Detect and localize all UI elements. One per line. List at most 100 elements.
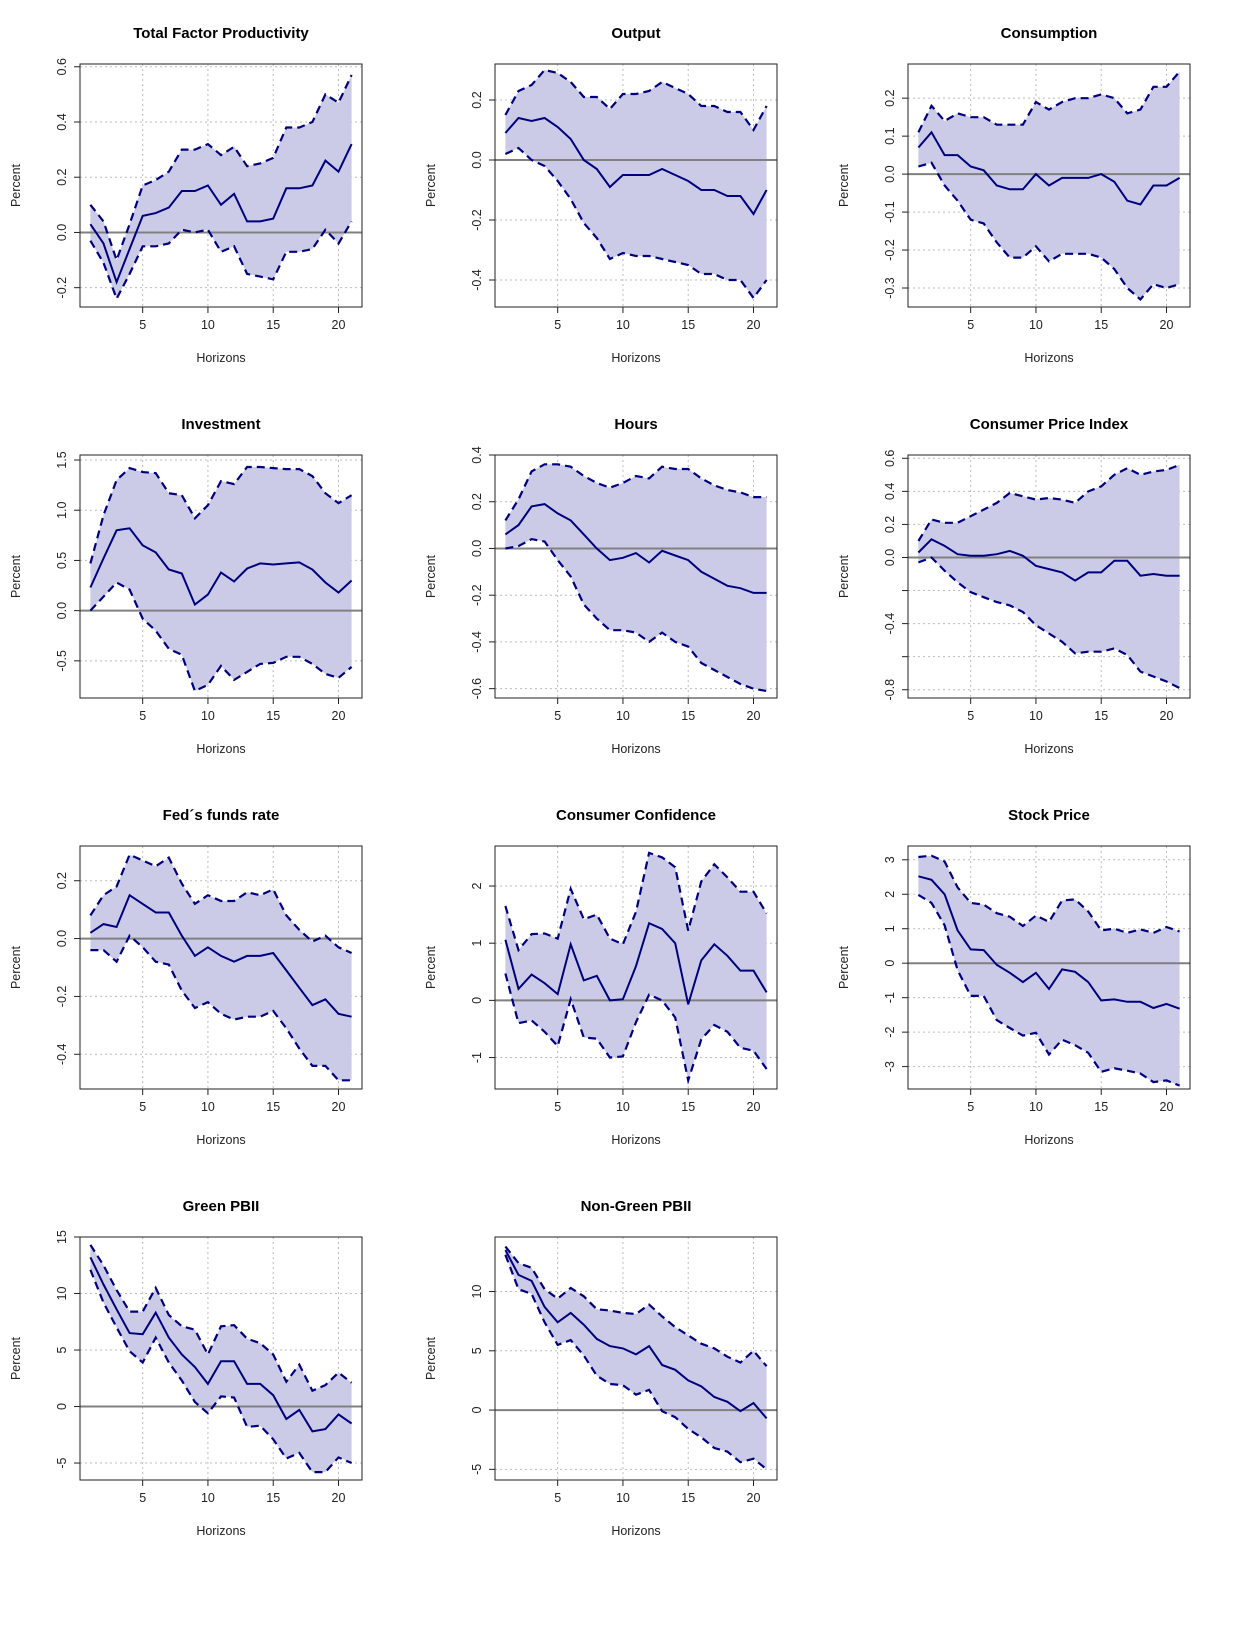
confidence-band [90, 854, 352, 1081]
y-axis-label: Percent [424, 163, 438, 207]
panel-title: Total Factor Productivity [133, 25, 309, 42]
y-tick-label: -0.8 [883, 679, 897, 701]
x-tick-label: 15 [681, 1491, 695, 1505]
x-tick-label: 10 [201, 1100, 215, 1114]
lower-bound-line [505, 537, 767, 693]
x-tick-label: 20 [747, 318, 761, 332]
y-tick-label: 0.4 [470, 446, 484, 463]
y-tick-label: -0.4 [883, 613, 897, 635]
chart-panel: Non-Green PBII 5 10 15 20 -5 0 5 10 Horizons Perce… [424, 1198, 778, 1538]
y-tick-label: 0.6 [55, 58, 69, 75]
x-tick-label: 10 [1029, 318, 1043, 332]
chart-panel: Fed´s funds rate 5 10 15 20 -0.4 -0.2 0.0 0.2 Hor… [9, 807, 363, 1147]
panel-title: Consumption [1001, 25, 1098, 42]
x-tick-label: 5 [967, 1100, 974, 1114]
median-line [89, 1256, 353, 1433]
y-axis-label: Percent [424, 1336, 438, 1380]
y-tick-label: 0.0 [470, 540, 484, 557]
y-tick-label: 10 [55, 1287, 69, 1301]
y-axis-label: Percent [9, 945, 23, 989]
x-axis-label: Horizons [1024, 742, 1073, 756]
panel-title: Fed´s funds rate [163, 807, 280, 824]
lower-bound-line [90, 933, 352, 1082]
upper-bound-line [89, 853, 353, 955]
y-tick-label: 0.1 [883, 127, 897, 144]
median-line [504, 1249, 768, 1420]
x-tick-label: 20 [332, 709, 346, 723]
y-axis-label: Percent [9, 554, 23, 598]
plot-frame [79, 1236, 363, 1481]
panel-title: Hours [614, 416, 657, 433]
panel-title: Non-Green PBII [581, 1198, 692, 1215]
x-tick-label: 20 [1160, 1100, 1174, 1114]
upper-bound-line [917, 463, 1180, 542]
confidence-band [90, 75, 352, 299]
x-tick-label: 15 [266, 1100, 280, 1114]
panel-title: Green PBII [183, 1198, 260, 1215]
confidence-band [505, 1246, 767, 1470]
y-tick-label: 0.6 [883, 450, 897, 467]
y-tick-label: 0.0 [55, 224, 69, 241]
x-tick-label: 20 [747, 1491, 761, 1505]
x-tick-label: 15 [266, 709, 280, 723]
median-line [89, 527, 353, 607]
plot-frame [907, 63, 1191, 308]
x-axis-label: Horizons [196, 1133, 245, 1147]
y-tick-label: -0.2 [470, 584, 484, 606]
lower-bound-line [89, 220, 353, 302]
confidence-band [505, 70, 767, 298]
x-axis-label: Horizons [196, 351, 245, 365]
confidence-band [505, 464, 767, 691]
upper-bound-line [918, 854, 1180, 935]
y-tick-label: 1 [883, 925, 897, 932]
x-tick-label: 10 [201, 1491, 215, 1505]
x-axis-label: Horizons [611, 742, 660, 756]
plot-frame [907, 454, 1191, 699]
plot-frame [79, 63, 363, 308]
x-tick-label: 15 [266, 1491, 280, 1505]
median-line [917, 130, 1181, 206]
median-line [918, 875, 1180, 1010]
y-tick-label: 0.0 [883, 549, 897, 566]
y-tick-label: -5 [55, 1457, 69, 1468]
median-line [504, 503, 767, 594]
x-axis-label: Horizons [611, 351, 660, 365]
x-tick-label: 5 [139, 1100, 146, 1114]
y-tick-label: -0.2 [55, 277, 69, 299]
chart-panel: Green PBII 5 10 15 20 -5 0 5 10 15 Horizons Percent [9, 1198, 363, 1538]
y-tick-label: 10 [470, 1285, 484, 1299]
x-tick-label: 10 [201, 709, 215, 723]
y-tick-label: -5 [470, 1464, 484, 1475]
x-tick-label: 5 [554, 1491, 561, 1505]
x-axis-label: Horizons [196, 742, 245, 756]
y-tick-label: 1 [470, 940, 484, 947]
chart-panel: Investment 5 10 15 20 -0.5 0.0 0.5 1.0 1.5 Horizon… [9, 416, 363, 756]
y-tick-label: -0.4 [470, 269, 484, 291]
x-axis-label: Horizons [611, 1524, 660, 1538]
y-tick-label: -0.5 [55, 650, 69, 672]
y-tick-label: -1 [470, 1052, 484, 1063]
x-tick-label: 15 [266, 318, 280, 332]
panel-title: Stock Price [1008, 807, 1090, 824]
y-tick-label: 5 [470, 1347, 484, 1354]
y-tick-label: 0.0 [55, 930, 69, 947]
y-tick-label: 0.2 [883, 516, 897, 533]
x-tick-label: 15 [1094, 709, 1108, 723]
x-tick-label: 10 [201, 318, 215, 332]
plot-frame [494, 845, 778, 1090]
upper-bound-line [89, 1244, 353, 1393]
median-line [917, 538, 1180, 582]
x-tick-label: 20 [747, 709, 761, 723]
x-tick-label: 5 [554, 1100, 561, 1114]
upper-bound-line [504, 851, 768, 953]
x-tick-label: 10 [616, 318, 630, 332]
x-tick-label: 5 [554, 709, 561, 723]
y-tick-label: 0.4 [55, 113, 69, 130]
upper-bound-line [917, 70, 1181, 133]
y-tick-label: -0.3 [883, 277, 897, 299]
y-tick-label: 0.2 [55, 168, 69, 185]
y-tick-label: -0.4 [55, 1043, 69, 1065]
x-axis-label: Horizons [1024, 1133, 1073, 1147]
x-axis-label: Horizons [196, 1524, 245, 1538]
x-tick-label: 5 [139, 709, 146, 723]
